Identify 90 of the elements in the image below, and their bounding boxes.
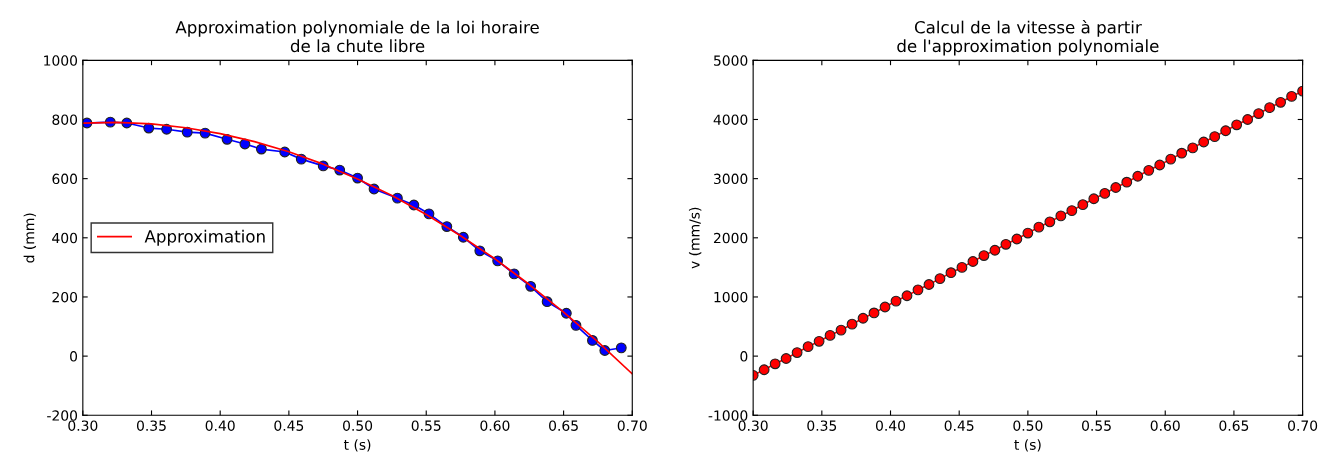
point <box>1253 108 1265 119</box>
point <box>1110 182 1122 193</box>
y-tick-label: 0 <box>70 351 78 362</box>
x-tick-label: 0.70 <box>617 420 647 431</box>
x-tick-label: 0.50 <box>343 420 373 431</box>
x-tick-label: 0.50 <box>1013 420 1043 431</box>
y-tick-label: 3000 <box>714 173 748 185</box>
x-tick-label: 0.30 <box>68 420 98 431</box>
y-tick-label: 1000 <box>44 55 78 66</box>
point <box>956 261 968 273</box>
x-tick-label: 0.70 <box>1288 420 1318 431</box>
point <box>923 279 935 290</box>
point <box>769 358 781 370</box>
point <box>1033 221 1045 233</box>
point <box>824 329 836 341</box>
point <box>1088 193 1100 205</box>
point <box>1242 114 1254 125</box>
point <box>1220 125 1232 137</box>
y-tick-label: 2000 <box>713 232 748 244</box>
point <box>1286 90 1298 102</box>
x-tick-label: 0.35 <box>136 420 166 431</box>
point <box>1154 159 1166 171</box>
y-tick-label: -1000 <box>708 410 748 421</box>
x-axis-title: t (s) <box>343 439 371 452</box>
point <box>1165 153 1177 165</box>
point <box>1000 238 1012 250</box>
y-axis-title: d (mm) <box>23 213 37 263</box>
x-tick-label: 0.30 <box>738 420 768 431</box>
point <box>1066 205 1078 217</box>
point <box>912 284 924 296</box>
x-tick-label: 0.45 <box>274 420 304 431</box>
x-tick-label: 0.60 <box>1150 420 1180 431</box>
point <box>978 250 990 261</box>
x-tick-label: 0.65 <box>549 420 578 431</box>
x-tick-label: 0.65 <box>1219 420 1249 431</box>
x-tick-label: 0.55 <box>411 420 441 431</box>
y-tick-label: 5000 <box>714 55 748 66</box>
x-tick-label: 0.45 <box>944 420 974 431</box>
chart-title: Calcul de la vitesse à partir de l'approximation polynomiale <box>897 19 1159 56</box>
y-tick-label: 800 <box>52 114 78 125</box>
point <box>1198 136 1210 148</box>
y-tick-label: 1000 <box>714 291 748 303</box>
point <box>1264 102 1276 114</box>
point <box>835 324 847 336</box>
point <box>1176 147 1188 159</box>
point <box>1143 164 1155 176</box>
point <box>1209 131 1221 143</box>
point <box>868 307 880 319</box>
point <box>1055 210 1067 222</box>
y-tick-label: 4000 <box>713 114 748 125</box>
point <box>846 318 858 330</box>
x-tick-label: 0.55 <box>1082 420 1111 431</box>
point <box>615 342 627 354</box>
point <box>780 353 792 364</box>
y-axis-title: v (mm/s) <box>688 207 702 269</box>
x-axis-title: t (s) <box>1014 439 1041 452</box>
y-tick-label: 0 <box>740 351 748 362</box>
point <box>802 341 814 353</box>
point <box>901 290 913 302</box>
point <box>1099 188 1111 199</box>
point <box>879 301 891 313</box>
point <box>1077 199 1089 211</box>
point <box>791 347 803 358</box>
point <box>1121 176 1133 188</box>
x-tick-label: 0.60 <box>480 420 510 431</box>
y-tick-label: 400 <box>52 232 78 244</box>
point <box>945 267 957 279</box>
point <box>1011 233 1023 245</box>
point <box>1132 170 1144 182</box>
point <box>1044 216 1056 228</box>
x-tick-label: 0.40 <box>875 420 906 431</box>
x-tick-label: 0.35 <box>807 420 837 431</box>
point <box>934 273 946 285</box>
point <box>890 295 902 307</box>
point <box>989 244 1001 256</box>
point <box>857 312 869 324</box>
point <box>1231 119 1243 131</box>
x-tick-label: 0.40 <box>205 420 235 431</box>
point <box>255 143 267 155</box>
point <box>813 335 825 347</box>
point <box>967 256 979 267</box>
y-tick-label: 200 <box>52 291 78 303</box>
point <box>1275 96 1287 108</box>
y-tick-label: 600 <box>52 173 78 185</box>
y-tick-label: -200 <box>47 410 78 421</box>
chart-title: Approximation polynomiale de la loi horaire de la chute libre <box>175 20 539 53</box>
point <box>1022 227 1034 239</box>
legend-label: Approximation <box>144 229 265 246</box>
point <box>1187 142 1199 154</box>
point <box>758 364 770 376</box>
